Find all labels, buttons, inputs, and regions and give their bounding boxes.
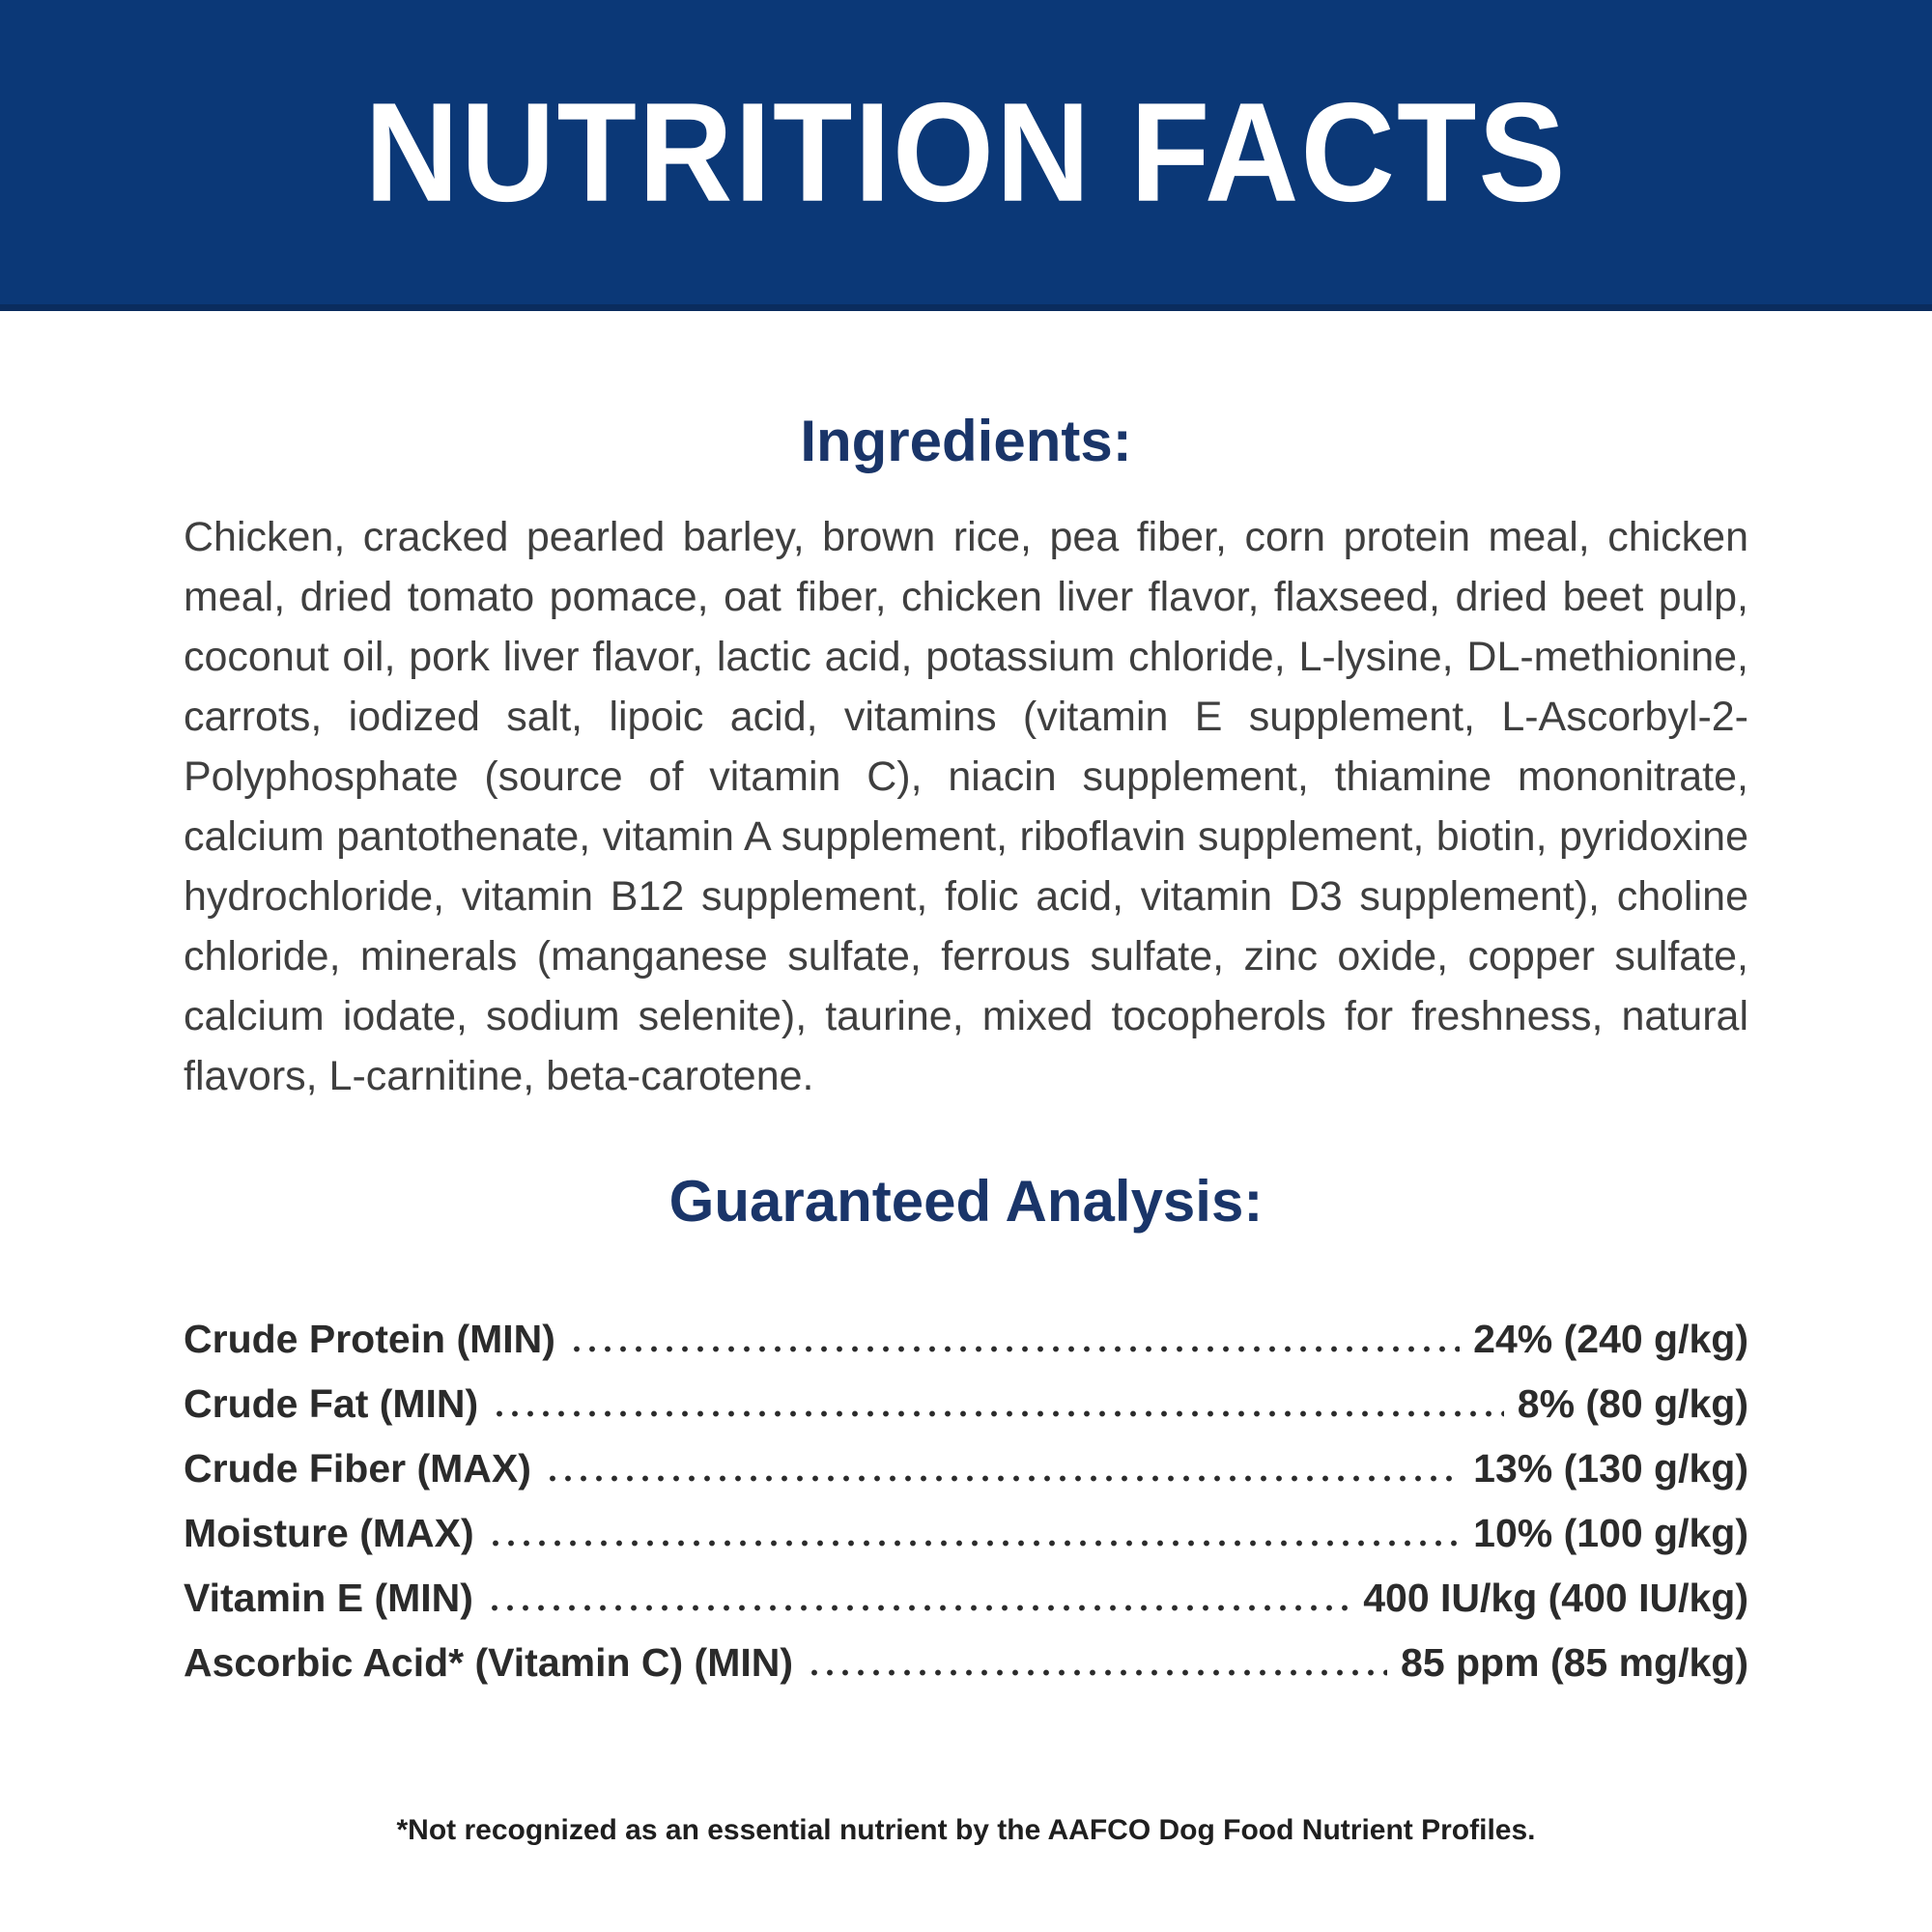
- banner-title: NUTRITION FACTS: [364, 72, 1568, 232]
- guaranteed-analysis-table: Crude Protein (MIN) 24% (240 g/kg) Crude…: [184, 1296, 1748, 1685]
- dotted-leader: [544, 1474, 1461, 1483]
- analysis-row-value: 24% (240 g/kg): [1473, 1316, 1748, 1361]
- label-content: Ingredients: Chicken, cracked pearled ba…: [184, 311, 1748, 1685]
- dotted-leader: [492, 1409, 1504, 1418]
- analysis-row: Crude Fat (MIN) 8% (80 g/kg): [184, 1361, 1748, 1426]
- analysis-row-label: Ascorbic Acid* (Vitamin C) (MIN): [184, 1639, 794, 1685]
- guaranteed-analysis-heading: Guaranteed Analysis:: [668, 1169, 1264, 1234]
- ingredients-heading: Ingredients:: [800, 409, 1132, 473]
- dotted-leader: [568, 1345, 1461, 1353]
- analysis-row-label: Crude Fat (MIN): [184, 1380, 479, 1426]
- banner: NUTRITION FACTS: [0, 0, 1932, 311]
- analysis-row-value: 400 IU/kg (400 IU/kg): [1363, 1575, 1748, 1620]
- analysis-row-value: 13% (130 g/kg): [1473, 1445, 1748, 1491]
- analysis-row-value: 85 ppm (85 mg/kg): [1401, 1639, 1748, 1685]
- aafco-footnote: *Not recognized as an essential nutrient…: [396, 1814, 1536, 1846]
- analysis-row-label: Vitamin E (MIN): [184, 1575, 473, 1620]
- analysis-row-label: Crude Fiber (MAX): [184, 1445, 531, 1491]
- analysis-row-label: Crude Protein (MIN): [184, 1316, 555, 1361]
- ingredients-paragraph: Chicken, cracked pearled barley, brown r…: [184, 514, 1748, 1099]
- analysis-row-value: 10% (100 g/kg): [1473, 1510, 1748, 1555]
- analysis-row: Crude Protein (MIN) 24% (240 g/kg): [184, 1296, 1748, 1361]
- dotted-leader: [486, 1604, 1350, 1612]
- dotted-leader: [487, 1539, 1461, 1548]
- analysis-row-label: Moisture (MAX): [184, 1510, 474, 1555]
- analysis-row: Crude Fiber (MAX) 13% (130 g/kg): [184, 1426, 1748, 1491]
- analysis-row: Ascorbic Acid* (Vitamin C) (MIN) 85 ppm …: [184, 1620, 1748, 1685]
- analysis-row: Vitamin E (MIN) 400 IU/kg (400 IU/kg): [184, 1555, 1748, 1620]
- dotted-leader: [807, 1668, 1388, 1677]
- analysis-row: Moisture (MAX) 10% (100 g/kg): [184, 1491, 1748, 1555]
- analysis-row-value: 8% (80 g/kg): [1517, 1380, 1748, 1426]
